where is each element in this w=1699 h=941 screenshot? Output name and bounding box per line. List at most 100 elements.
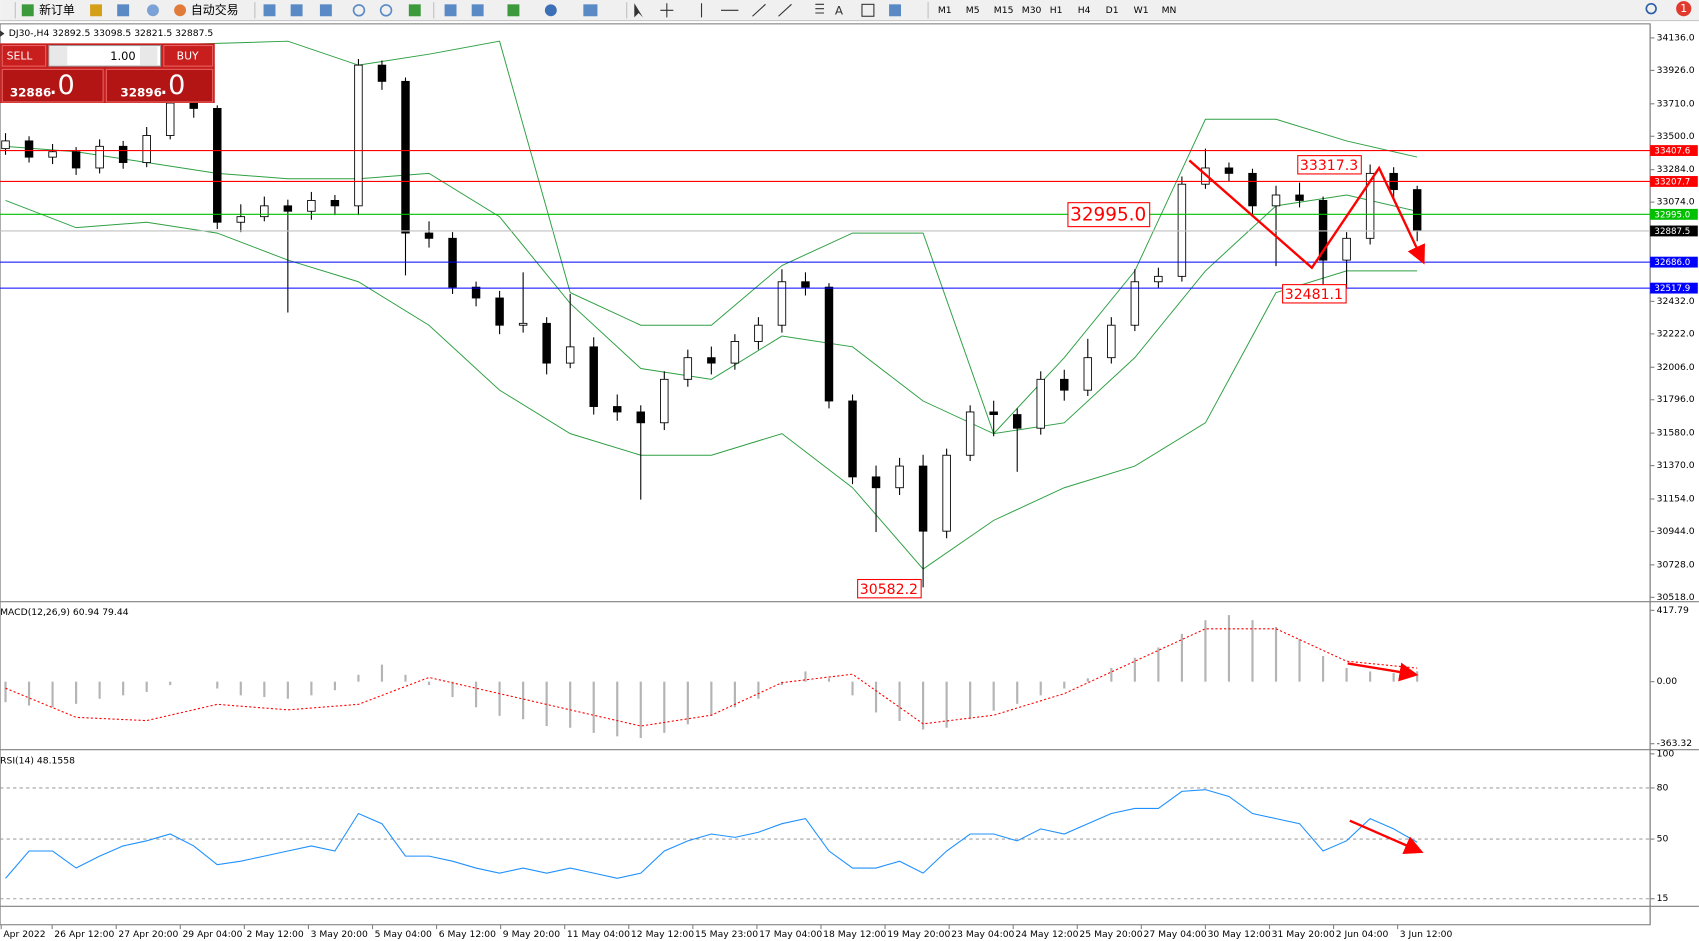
rsi-line bbox=[5, 789, 1418, 879]
candle-body bbox=[1154, 275, 1163, 283]
candle-body bbox=[848, 400, 857, 478]
sell-price-box[interactable] bbox=[1, 68, 104, 103]
macd-bar bbox=[1133, 657, 1136, 682]
macd-bar bbox=[1416, 671, 1419, 682]
notification-badge[interactable] bbox=[1676, 1, 1692, 17]
macd-header: MACD(12,26,9) 60.94 79.44 bbox=[0, 607, 129, 618]
icon[interactable] bbox=[147, 4, 159, 17]
buy-price-box[interactable] bbox=[105, 68, 214, 103]
y-tick-label: 417.79 bbox=[1657, 605, 1689, 616]
annotation-box bbox=[1067, 202, 1151, 228]
icon[interactable] bbox=[507, 4, 520, 17]
icon[interactable] bbox=[583, 4, 598, 17]
toolbar bbox=[0, 0, 1699, 21]
timeframe[interactable]: H4 bbox=[1078, 5, 1091, 16]
sell-digits[interactable]: .0 bbox=[49, 70, 75, 101]
x-tick-label: 12 May 12:00 bbox=[631, 929, 694, 940]
price-line-label: 32995.0 bbox=[1654, 210, 1690, 220]
macd-bar bbox=[310, 681, 313, 696]
lots-down[interactable] bbox=[49, 46, 68, 66]
x-tick-label: 27 May 04:00 bbox=[1144, 929, 1207, 940]
icon[interactable] bbox=[263, 4, 276, 17]
macd-bar bbox=[616, 681, 619, 737]
auto-trade-icon[interactable] bbox=[174, 4, 187, 17]
auto-trade-label[interactable]: 自动交易 bbox=[191, 3, 239, 17]
macd-bar bbox=[733, 681, 736, 708]
crosshair-tool[interactable] bbox=[660, 3, 674, 18]
icon[interactable] bbox=[444, 4, 457, 17]
timeframe[interactable]: H1 bbox=[1050, 5, 1063, 16]
candle-body bbox=[801, 281, 810, 288]
buy-label[interactable]: BUY bbox=[177, 49, 199, 62]
buy-digits[interactable]: .0 bbox=[159, 70, 185, 101]
cursor-tool[interactable] bbox=[634, 3, 643, 18]
candle-body bbox=[165, 102, 175, 136]
lots-value[interactable]: 1.00 bbox=[110, 49, 135, 63]
macd-bar bbox=[474, 681, 478, 708]
timeframe[interactable]: M1 bbox=[938, 5, 952, 16]
icon[interactable] bbox=[471, 4, 484, 17]
icon[interactable] bbox=[544, 4, 557, 17]
sell-button[interactable] bbox=[1, 44, 47, 67]
y-tick-label: 100 bbox=[1657, 748, 1675, 759]
label-tool[interactable] bbox=[861, 3, 875, 17]
toolbar-icons: A bbox=[21, 1, 1692, 18]
candle-body bbox=[707, 357, 716, 364]
candle-body bbox=[1271, 194, 1281, 207]
lots-input[interactable] bbox=[48, 44, 162, 67]
x-tick-label: 15 May 23:00 bbox=[695, 929, 758, 940]
macd-bar bbox=[145, 681, 148, 692]
new-order-label[interactable]: 新订单 bbox=[39, 3, 75, 17]
candle-body bbox=[424, 232, 434, 239]
icon[interactable] bbox=[117, 4, 130, 17]
icon[interactable] bbox=[290, 4, 303, 17]
y-tick-label: 31796.0 bbox=[1657, 394, 1695, 405]
buy-price[interactable]: 32896 bbox=[120, 86, 161, 100]
price-line-box bbox=[1650, 256, 1698, 268]
lots-up[interactable] bbox=[139, 46, 158, 66]
icon[interactable] bbox=[319, 4, 332, 17]
macd-bar bbox=[639, 681, 642, 739]
timeframe[interactable]: MN bbox=[1162, 5, 1177, 16]
new-order-icon[interactable] bbox=[21, 4, 34, 17]
candle-body bbox=[777, 281, 787, 326]
timeframe[interactable]: M15 bbox=[994, 5, 1014, 16]
candle-body bbox=[471, 286, 481, 299]
draw-tools[interactable] bbox=[700, 3, 825, 18]
y-tick-label: 32006.0 bbox=[1657, 362, 1695, 373]
zoom-out[interactable] bbox=[379, 4, 393, 17]
candle-body bbox=[565, 346, 575, 364]
icon[interactable] bbox=[408, 4, 421, 17]
timeframe[interactable]: D1 bbox=[1106, 5, 1119, 16]
macd-bar bbox=[1345, 668, 1348, 682]
candle-body bbox=[71, 151, 81, 169]
price-line-box bbox=[1650, 176, 1698, 187]
macd-bar bbox=[357, 674, 360, 682]
macd-bar bbox=[804, 671, 807, 682]
candle-body bbox=[918, 465, 928, 532]
text-tool[interactable]: A bbox=[835, 3, 844, 17]
macd-bar bbox=[98, 681, 101, 699]
price-line-box bbox=[1650, 282, 1698, 294]
zoom-in[interactable] bbox=[352, 4, 366, 17]
macd-bar bbox=[851, 681, 854, 696]
candle-body bbox=[1224, 167, 1234, 174]
timeframe[interactable]: M5 bbox=[966, 5, 980, 16]
y-tick-label: 0.00 bbox=[1657, 676, 1678, 687]
search[interactable] bbox=[1645, 2, 1657, 15]
notification-count: 1 bbox=[1680, 2, 1687, 15]
timeframe[interactable]: M30 bbox=[1022, 5, 1042, 16]
timeframe[interactable]: W1 bbox=[1134, 5, 1149, 16]
candle-body bbox=[636, 411, 645, 424]
y-tick-label: 30944.0 bbox=[1657, 526, 1695, 537]
panel-separators bbox=[0, 23, 1699, 925]
macd-bar bbox=[122, 681, 125, 696]
buy-button[interactable] bbox=[163, 44, 214, 67]
candle-body bbox=[660, 378, 669, 424]
icon[interactable] bbox=[889, 4, 901, 17]
sell-label[interactable]: SELL bbox=[7, 49, 33, 62]
sell-price[interactable]: 32886 bbox=[10, 86, 51, 100]
price-line-label: 32686.0 bbox=[1654, 258, 1690, 268]
icon[interactable] bbox=[90, 4, 103, 17]
